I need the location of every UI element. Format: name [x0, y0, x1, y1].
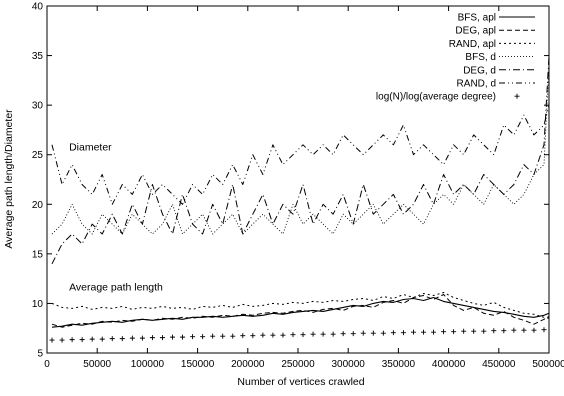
annotation-label: Average path length — [69, 282, 163, 294]
data-point-marker — [340, 331, 346, 337]
data-point-marker — [390, 330, 396, 336]
x-tick-label: 450000 — [482, 359, 516, 370]
y-tick-label: 20 — [32, 200, 44, 211]
data-point-marker — [149, 335, 155, 341]
x-tick-label: 150000 — [181, 359, 215, 370]
data-point-marker — [89, 336, 95, 342]
data-point-marker — [360, 330, 366, 336]
x-tick-label: 100000 — [131, 359, 165, 370]
series-4-line — [51, 55, 550, 265]
data-point-marker — [59, 337, 65, 343]
data-point-marker — [79, 337, 85, 343]
series-0-line — [51, 296, 550, 328]
data-point-marker — [310, 331, 316, 337]
data-point-marker — [109, 336, 115, 342]
x-tick-label: 400000 — [432, 359, 466, 370]
annotation-layer: Diameter Average path length — [69, 142, 163, 294]
legend-label: RAND, d — [457, 79, 496, 90]
y-tick-label: 25 — [32, 150, 44, 161]
data-point-marker — [260, 332, 266, 338]
data-point-marker — [531, 327, 537, 333]
data-point-marker — [431, 329, 437, 335]
data-point-marker — [350, 331, 356, 337]
x-tick-label: 50000 — [83, 359, 111, 370]
data-point-marker — [210, 333, 216, 339]
data-point-marker — [400, 330, 406, 336]
series-1-line — [51, 294, 550, 328]
data-point-marker — [99, 336, 105, 342]
series-layer — [49, 55, 550, 343]
legend: BFS, apl DEG, apl RAND, apl BFS, d DEG, d RAN… — [376, 13, 535, 103]
data-point-marker — [421, 329, 426, 335]
legend-label: log(N)/log(average degree) — [376, 92, 496, 103]
data-point-marker — [270, 332, 276, 338]
data-point-marker — [200, 334, 206, 340]
data-point-marker — [481, 328, 487, 334]
y-tick-label: 15 — [32, 249, 44, 260]
data-point-marker — [170, 334, 175, 340]
x-tick-label: 200000 — [231, 359, 265, 370]
data-point-marker — [380, 330, 386, 336]
legend-label: RAND, apl — [449, 39, 496, 50]
data-point-marker — [180, 334, 186, 340]
data-point-marker — [330, 331, 336, 337]
series-5-line — [51, 104, 550, 205]
axes-layer: 0 50000 100000 150000 200000 250000 300000 3500… — [32, 2, 564, 371]
annotation-label: Diameter — [69, 142, 112, 154]
data-point-marker — [290, 332, 296, 338]
x-tick-label: 300000 — [332, 359, 366, 370]
data-point-marker — [190, 334, 196, 340]
data-point-marker — [159, 335, 165, 341]
data-point-marker — [501, 328, 507, 334]
data-point-marker — [410, 329, 416, 335]
series-6-markers — [49, 327, 547, 343]
data-point-marker — [250, 333, 256, 339]
x-tick-label: 500000 — [532, 359, 564, 370]
data-point-marker — [461, 328, 467, 334]
data-point-marker — [129, 335, 135, 341]
y-tick-label: 30 — [32, 101, 44, 112]
data-point-marker — [300, 332, 306, 338]
data-point-marker — [441, 329, 447, 335]
y-tick-label: 35 — [32, 51, 44, 62]
data-point-marker — [230, 333, 236, 339]
y-tick-label: 10 — [32, 299, 44, 310]
data-point-marker — [139, 335, 145, 341]
legend-label: BFS, apl — [458, 13, 496, 24]
x-tick-label: 0 — [44, 359, 50, 370]
x-tick-label: 350000 — [382, 359, 416, 370]
data-point-marker — [69, 337, 75, 343]
data-point-marker — [471, 328, 477, 334]
legend-label: DEG, apl — [455, 26, 496, 37]
y-tick-label: 40 — [32, 2, 44, 13]
legend-label: BFS, d — [465, 52, 496, 63]
data-point-marker — [220, 333, 226, 339]
data-point-marker — [491, 328, 497, 334]
data-point-marker — [240, 333, 246, 339]
data-point-marker — [451, 329, 457, 335]
data-point-marker — [541, 327, 547, 333]
data-point-marker — [521, 327, 527, 333]
legend-swatch-marker — [514, 93, 520, 99]
legend-label: DEG, d — [463, 65, 496, 76]
y-axis-title: Average path length/Diameter — [3, 109, 15, 249]
data-point-marker — [280, 332, 286, 338]
series-2-line — [51, 292, 550, 319]
x-tick-label: 250000 — [281, 359, 315, 370]
data-point-marker — [49, 337, 55, 343]
y-tick-label: 5 — [37, 349, 43, 360]
data-point-marker — [511, 327, 517, 333]
data-point-marker — [370, 330, 376, 336]
data-point-marker — [320, 331, 326, 337]
x-axis-title: Number of vertices crawled — [237, 376, 364, 388]
data-point-marker — [119, 336, 125, 342]
